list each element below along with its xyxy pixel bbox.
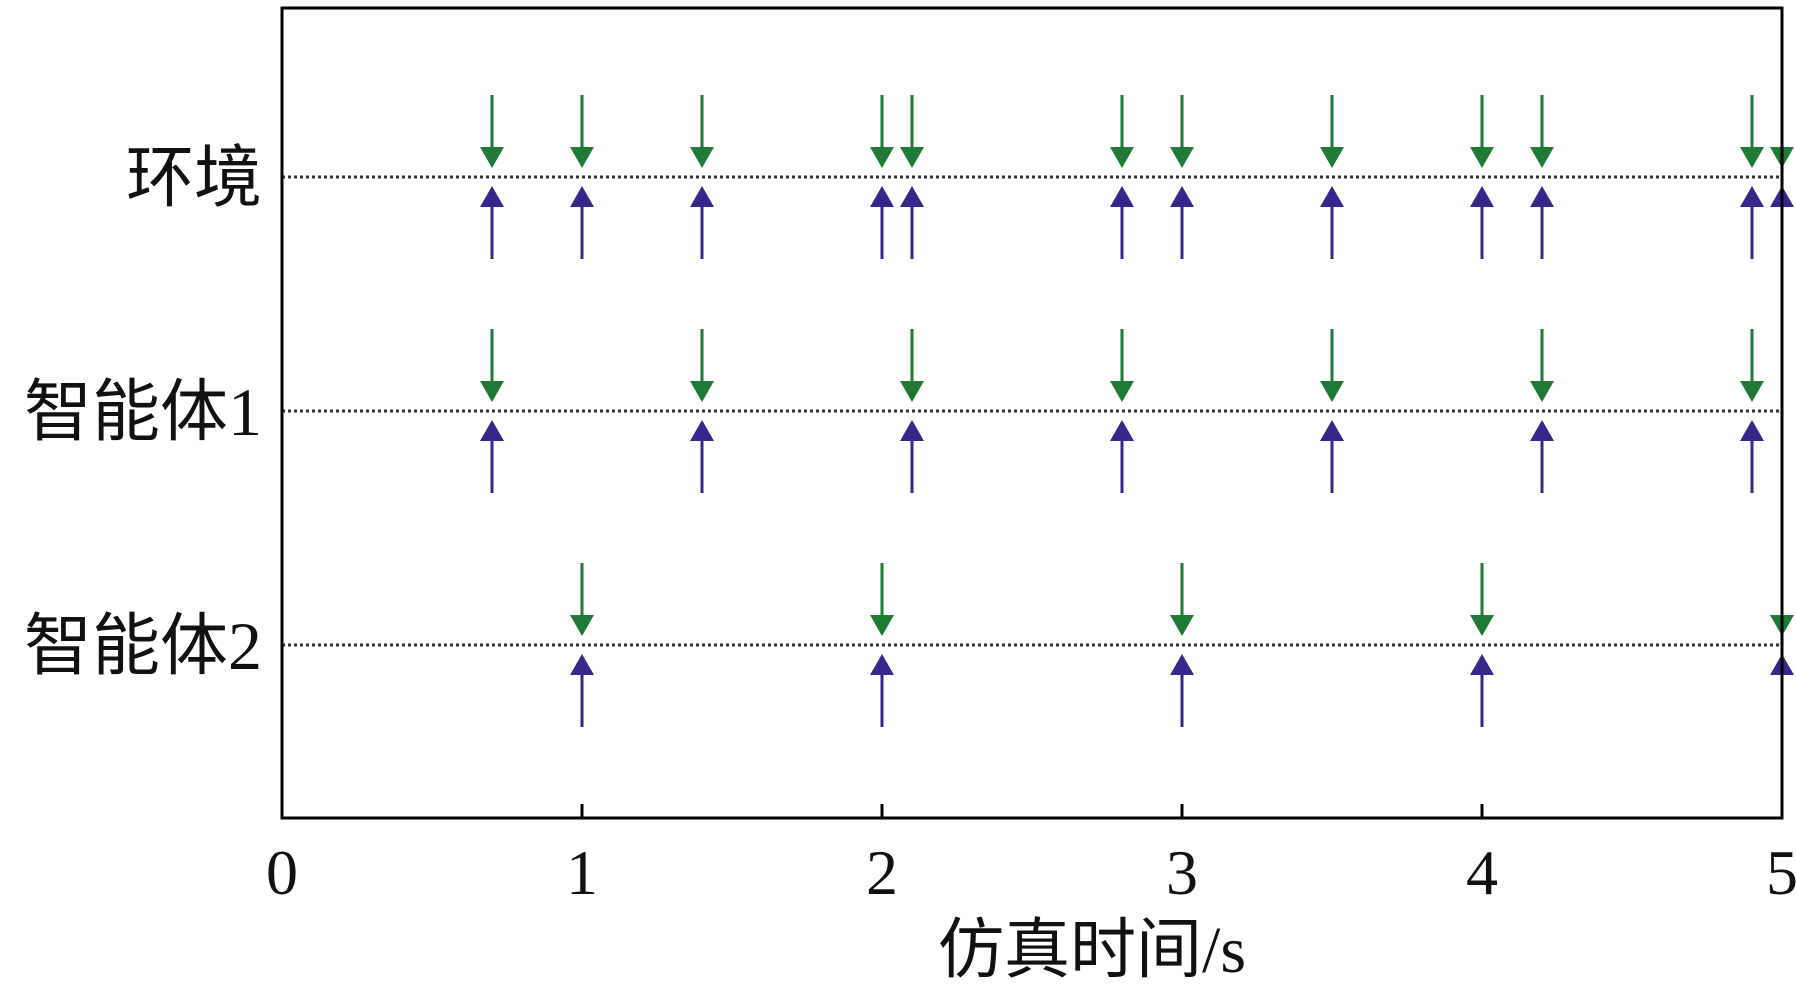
- up-arrow-head: [1170, 186, 1194, 207]
- down-arrow-head: [1320, 381, 1344, 402]
- down-arrow-head: [1470, 147, 1494, 168]
- down-arrow-head: [870, 615, 894, 636]
- up-arrow-head: [900, 420, 924, 441]
- x-tick-label: 1: [566, 837, 598, 908]
- up-arrow-head: [690, 420, 714, 441]
- event-marker: [900, 95, 924, 259]
- x-tick-label: 3: [1166, 837, 1198, 908]
- event-marker: [480, 329, 504, 493]
- row-label: 智能体1: [24, 374, 262, 450]
- up-arrow-head: [1110, 420, 1134, 441]
- up-arrow-head: [480, 186, 504, 207]
- up-arrow-head: [1530, 186, 1554, 207]
- event-marker: [1470, 563, 1494, 727]
- event-marker: [870, 563, 894, 727]
- event-marker: [900, 329, 924, 493]
- up-arrow-head: [1470, 186, 1494, 207]
- x-tick-label: 5: [1766, 837, 1796, 908]
- x-tick-label: 2: [866, 837, 898, 908]
- up-arrow-head: [570, 654, 594, 675]
- event-marker: [690, 95, 714, 259]
- down-arrow-head: [1320, 147, 1344, 168]
- down-arrow-head: [900, 147, 924, 168]
- down-arrow-head: [1170, 615, 1194, 636]
- up-arrow-head: [870, 654, 894, 675]
- down-arrow-head: [1740, 147, 1764, 168]
- plot-frame: [280, 6, 1784, 820]
- down-arrow-head: [870, 147, 894, 168]
- down-arrow-head: [1110, 381, 1134, 402]
- event-marker: [1740, 329, 1764, 493]
- down-arrow-head: [1530, 147, 1554, 168]
- down-arrow-head: [480, 147, 504, 168]
- down-arrow-head: [1170, 147, 1194, 168]
- down-arrow-head: [1530, 381, 1554, 402]
- down-arrow-head: [690, 381, 714, 402]
- down-arrow-head: [900, 381, 924, 402]
- up-arrow-head: [1320, 186, 1344, 207]
- event-marker: [1170, 563, 1194, 727]
- down-arrow-head: [570, 147, 594, 168]
- event-marker: [1740, 95, 1764, 259]
- marks-layer: [480, 95, 1794, 727]
- event-marker: [1320, 329, 1344, 493]
- x-tick-label: 4: [1466, 837, 1498, 908]
- event-marker: [1530, 95, 1554, 259]
- up-arrow-head: [570, 186, 594, 207]
- event-marker: [480, 95, 504, 259]
- event-marker: [1170, 95, 1194, 259]
- up-arrow-head: [1740, 186, 1764, 207]
- row-label: 智能体2: [24, 608, 262, 684]
- up-arrow-head: [1740, 420, 1764, 441]
- up-arrow-head: [870, 186, 894, 207]
- up-arrow-head: [1170, 654, 1194, 675]
- event-marker: [1530, 329, 1554, 493]
- up-arrow-head: [1470, 654, 1494, 675]
- x-axis-ticks: 0 1 2 3 4 5: [266, 804, 1796, 908]
- down-arrow-head: [690, 147, 714, 168]
- event-marker: [1110, 95, 1134, 259]
- event-marker: [570, 95, 594, 259]
- up-arrow-head: [1320, 420, 1344, 441]
- x-axis-title: 仿真时间/s: [938, 914, 1246, 986]
- row-label: 环境: [126, 140, 262, 216]
- event-marker: [1110, 329, 1134, 493]
- up-arrow-head: [480, 420, 504, 441]
- up-arrow-head: [1530, 420, 1554, 441]
- event-marker: [690, 329, 714, 493]
- down-arrow-head: [480, 381, 504, 402]
- up-arrow-head: [1110, 186, 1134, 207]
- event-marker: [1470, 95, 1494, 259]
- event-marker: [870, 95, 894, 259]
- event-marker: [1320, 95, 1344, 259]
- down-arrow-head: [570, 615, 594, 636]
- x-tick-label: 0: [266, 837, 298, 908]
- down-arrow-head: [1740, 381, 1764, 402]
- down-arrow-head: [1110, 147, 1134, 168]
- event-marker: [570, 563, 594, 727]
- down-arrow-head: [1470, 615, 1494, 636]
- up-arrow-head: [900, 186, 924, 207]
- up-arrow-head: [690, 186, 714, 207]
